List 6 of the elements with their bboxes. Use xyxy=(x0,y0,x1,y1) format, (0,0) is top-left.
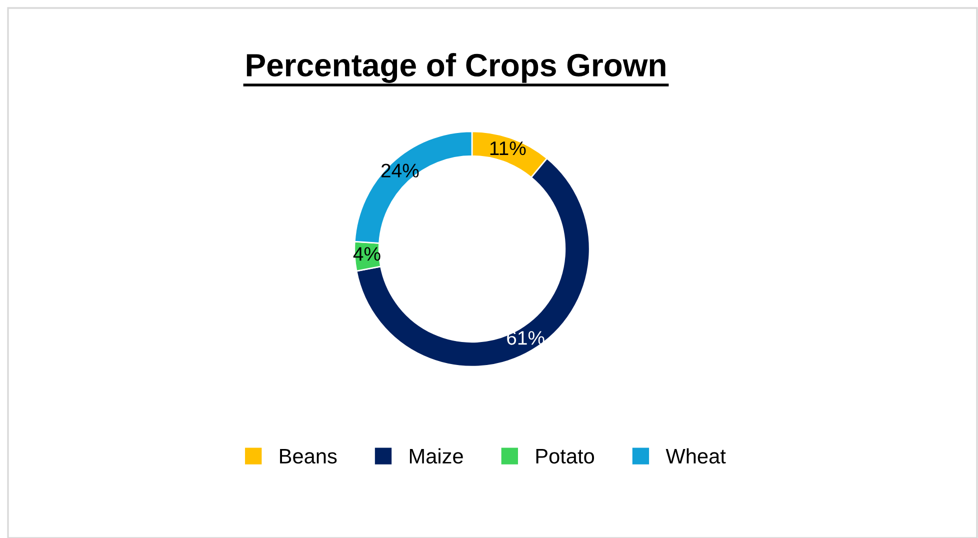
legend-label: Maize xyxy=(410,448,463,464)
data-label: 11% xyxy=(490,142,526,156)
legend-label: Beans xyxy=(280,449,337,464)
legend-label: Potato xyxy=(536,449,594,464)
chart-title: Percentage of Crops Grown xyxy=(246,53,666,83)
legend-label: Wheat xyxy=(666,448,726,464)
